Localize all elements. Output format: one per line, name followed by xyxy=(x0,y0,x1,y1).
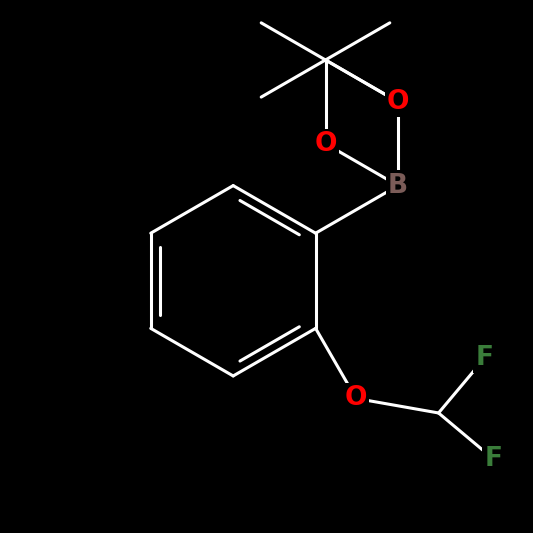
Text: O: O xyxy=(345,385,367,411)
Text: O: O xyxy=(314,131,337,157)
Text: F: F xyxy=(484,446,502,472)
Text: B: B xyxy=(388,173,408,199)
Text: F: F xyxy=(475,345,494,372)
Text: O: O xyxy=(387,89,409,115)
